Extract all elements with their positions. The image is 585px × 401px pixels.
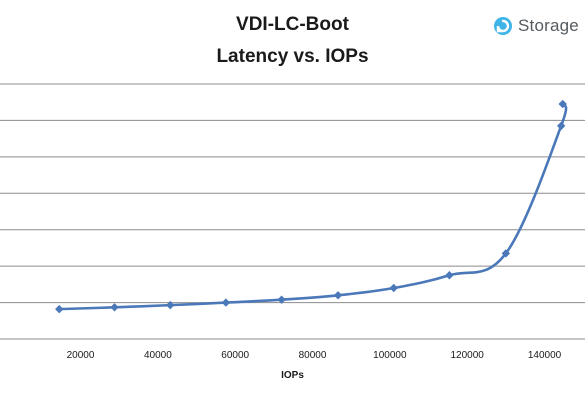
- storagereview-logo-icon: [494, 17, 512, 35]
- x-tick-label: 60000: [221, 350, 249, 361]
- logo-text: Storage: [518, 16, 579, 35]
- data-markers: [55, 99, 567, 314]
- chart-title: VDI-LC-Boot: [236, 14, 349, 35]
- gridlines: [0, 83, 585, 304]
- data-point: [389, 283, 398, 293]
- series: [57, 102, 568, 311]
- data-point: [333, 291, 343, 300]
- data-point: [445, 271, 454, 280]
- data-point: [55, 304, 64, 314]
- x-tick-label: 100000: [373, 350, 407, 361]
- data-point: [110, 303, 119, 312]
- brand-logo: Storage: [493, 14, 579, 38]
- x-tick-label: 20000: [67, 350, 95, 361]
- data-point: [277, 295, 286, 304]
- x-tick-label: 80000: [299, 350, 327, 361]
- data-point: [556, 121, 566, 131]
- x-axis-label: IOPs: [281, 370, 304, 381]
- x-tick-labels: 20000 40000 60000 80000 100000 120000 140000: [67, 350, 562, 361]
- series-line: [57, 102, 568, 311]
- data-point: [558, 99, 567, 109]
- data-point: [501, 249, 511, 258]
- data-point: [221, 298, 231, 307]
- x-tick-label: 140000: [528, 350, 562, 361]
- data-point: [166, 300, 175, 310]
- chart-subtitle: Latency vs. IOPs: [216, 46, 369, 67]
- x-tick-label: 40000: [144, 350, 172, 361]
- x-tick-label: 120000: [451, 350, 485, 361]
